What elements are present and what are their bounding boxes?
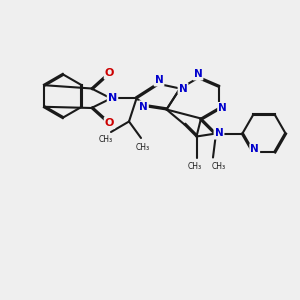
Text: CH₃: CH₃ bbox=[188, 162, 202, 171]
Text: N: N bbox=[250, 144, 259, 154]
Text: CH₃: CH₃ bbox=[135, 142, 150, 152]
Text: N: N bbox=[108, 93, 117, 103]
Text: N: N bbox=[214, 128, 224, 139]
Text: N: N bbox=[139, 101, 148, 112]
Text: O: O bbox=[105, 118, 114, 128]
Text: O: O bbox=[105, 68, 114, 79]
Text: N: N bbox=[154, 75, 164, 85]
Text: N: N bbox=[218, 103, 227, 113]
Text: CH₃: CH₃ bbox=[98, 135, 113, 144]
Text: N: N bbox=[178, 83, 188, 94]
Text: CH₃: CH₃ bbox=[212, 162, 226, 171]
Text: N: N bbox=[194, 69, 202, 80]
